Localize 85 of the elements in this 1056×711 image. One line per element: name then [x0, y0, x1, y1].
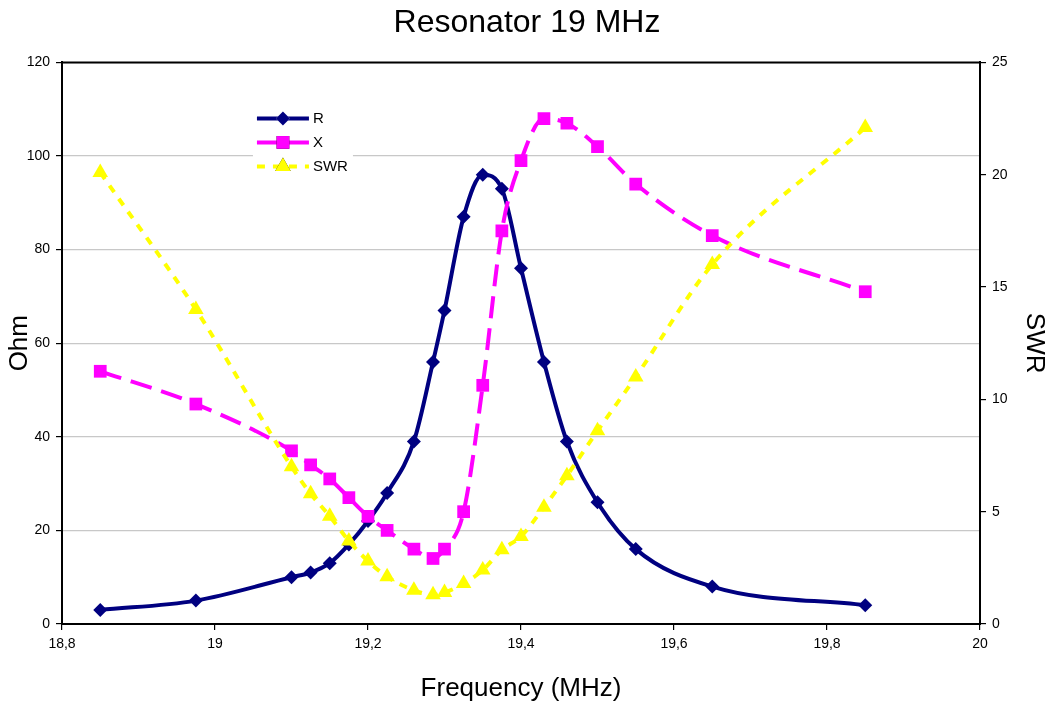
point — [474, 561, 491, 575]
y-tick-label: 60 — [34, 334, 51, 351]
y2-axis-title: SWR — [1021, 312, 1052, 374]
point — [858, 285, 872, 299]
point — [438, 542, 451, 556]
legend-label: R — [312, 108, 324, 126]
x-tick-label: 19,6 — [660, 635, 688, 652]
point — [380, 524, 394, 537]
y2-tick-label: 5 — [992, 502, 1000, 519]
point — [93, 364, 107, 378]
y2-tick-label: 15 — [992, 277, 1008, 294]
point — [93, 602, 108, 617]
point — [591, 140, 604, 153]
point — [360, 552, 376, 566]
point — [475, 167, 490, 182]
point — [589, 421, 606, 436]
y-axis-title: Ohm — [2, 315, 33, 372]
point — [476, 378, 490, 392]
point — [494, 181, 509, 196]
point — [321, 507, 338, 521]
point — [705, 229, 719, 242]
x-tick-label: 18,8 — [48, 635, 76, 652]
point — [627, 367, 644, 382]
point — [629, 177, 643, 191]
point — [322, 556, 337, 571]
point — [342, 491, 356, 504]
point — [285, 444, 298, 458]
x-tick-label: 19 — [207, 635, 223, 652]
legend-label: X — [312, 132, 323, 150]
point — [437, 303, 452, 318]
point — [436, 583, 453, 598]
point — [590, 495, 605, 510]
point — [426, 552, 440, 565]
x-axis-title: Frequency (MHz) — [420, 671, 622, 702]
y2-tick-label: 0 — [992, 614, 1000, 631]
point — [426, 354, 441, 369]
y-tick-label: 20 — [34, 521, 51, 538]
point — [513, 527, 529, 541]
point — [559, 434, 574, 449]
point — [857, 118, 874, 133]
point — [858, 598, 873, 613]
legend-label: SWR — [312, 156, 349, 174]
point — [537, 112, 551, 125]
point — [705, 579, 720, 594]
y-tick-label: 40 — [34, 427, 51, 444]
point — [380, 485, 395, 500]
point — [456, 209, 471, 224]
point — [284, 570, 299, 585]
point — [303, 565, 318, 580]
point — [92, 163, 109, 177]
point — [457, 505, 470, 519]
point — [514, 154, 528, 168]
point — [704, 255, 721, 270]
point — [188, 300, 204, 314]
x-tick-label: 19,4 — [507, 635, 535, 652]
y2-tick-label: 20 — [992, 165, 1008, 182]
point — [323, 472, 337, 486]
x-tick-label: 19,8 — [813, 635, 841, 652]
y-tick-label: 80 — [34, 240, 51, 257]
x-tick-label: 19,2 — [354, 635, 382, 652]
point — [455, 574, 472, 589]
x-tick-label: 20 — [972, 635, 988, 652]
point — [283, 457, 300, 472]
point — [628, 542, 643, 557]
point — [361, 510, 375, 523]
y2-tick-label: 10 — [992, 390, 1008, 407]
point — [304, 458, 317, 472]
point — [341, 531, 357, 546]
point — [560, 116, 574, 130]
y-tick-label: 100 — [26, 146, 51, 163]
y-tick-label: 0 — [42, 614, 51, 631]
chart-title: Resonator 19 MHz — [393, 3, 661, 40]
point — [536, 498, 552, 512]
point — [188, 593, 203, 608]
point — [406, 434, 421, 449]
point — [425, 585, 441, 600]
point — [536, 354, 551, 369]
point — [559, 466, 575, 481]
y-tick-label: 120 — [26, 53, 51, 70]
y2-tick-label: 25 — [992, 53, 1008, 70]
point — [514, 261, 528, 276]
point — [494, 540, 510, 555]
point — [406, 581, 422, 595]
point — [302, 484, 319, 499]
point — [379, 567, 395, 582]
